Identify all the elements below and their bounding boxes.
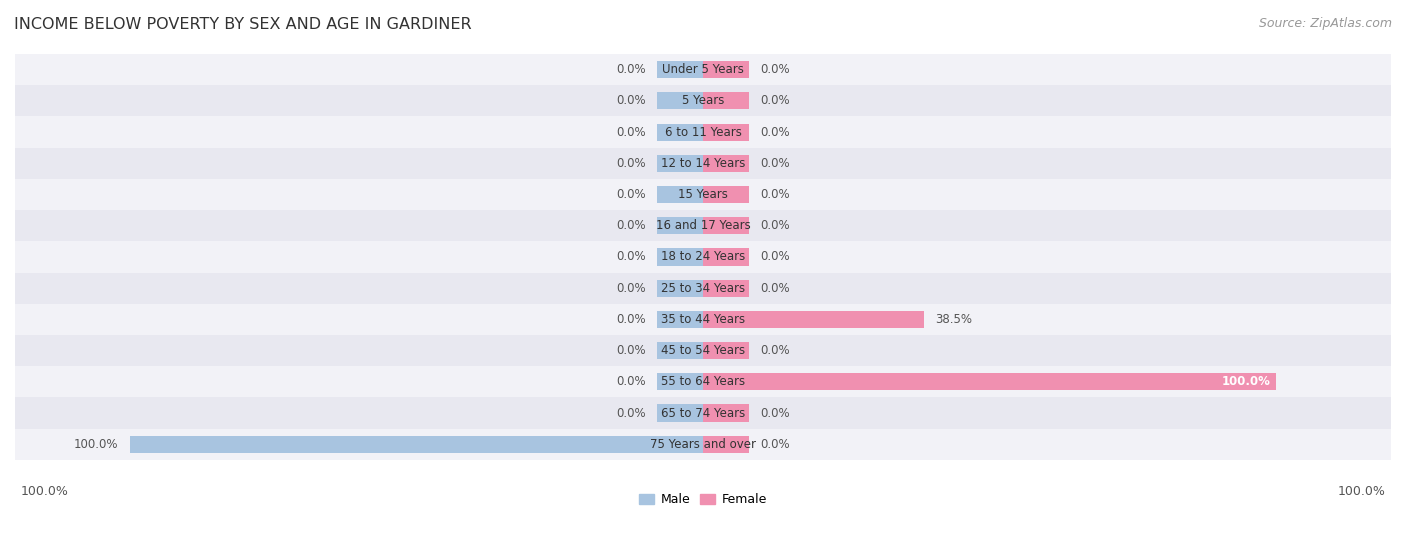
Text: 55 to 64 Years: 55 to 64 Years (661, 376, 745, 388)
Text: Source: ZipAtlas.com: Source: ZipAtlas.com (1258, 17, 1392, 30)
Text: 16 and 17 Years: 16 and 17 Years (655, 219, 751, 232)
Text: 0.0%: 0.0% (616, 376, 645, 388)
Bar (657, 342, 703, 359)
Text: 0.0%: 0.0% (616, 126, 645, 138)
Bar (15, 366, 1391, 397)
Text: 0.0%: 0.0% (761, 407, 790, 420)
Text: 100.0%: 100.0% (1222, 376, 1271, 388)
Text: 0.0%: 0.0% (761, 219, 790, 232)
Bar (657, 280, 703, 297)
Bar (703, 155, 749, 172)
Text: 0.0%: 0.0% (616, 251, 645, 263)
Bar (703, 61, 749, 78)
Text: 12 to 14 Years: 12 to 14 Years (661, 157, 745, 170)
Bar (657, 155, 703, 172)
Bar (15, 304, 1391, 335)
Bar (657, 405, 703, 422)
Text: 0.0%: 0.0% (761, 251, 790, 263)
Bar (703, 248, 749, 266)
Bar (657, 373, 703, 391)
Text: 0.0%: 0.0% (616, 407, 645, 420)
Bar (703, 280, 749, 297)
Text: 0.0%: 0.0% (761, 438, 790, 451)
Text: 0.0%: 0.0% (616, 282, 645, 295)
Bar (703, 436, 749, 453)
Text: 0.0%: 0.0% (616, 63, 645, 76)
Text: 0.0%: 0.0% (761, 282, 790, 295)
Text: 0.0%: 0.0% (761, 344, 790, 357)
Text: 75 Years and over: 75 Years and over (650, 438, 756, 451)
Text: 18 to 24 Years: 18 to 24 Years (661, 251, 745, 263)
Bar (657, 311, 703, 328)
Bar (703, 92, 749, 109)
Text: 0.0%: 0.0% (761, 63, 790, 76)
Text: 45 to 54 Years: 45 to 54 Years (661, 344, 745, 357)
Text: 5 Years: 5 Years (682, 94, 724, 107)
Bar (15, 429, 1391, 460)
Text: 0.0%: 0.0% (616, 219, 645, 232)
Bar (703, 217, 749, 234)
Bar (15, 117, 1391, 148)
Bar (657, 92, 703, 109)
Bar (15, 85, 1391, 117)
Bar (657, 217, 703, 234)
Text: 0.0%: 0.0% (616, 313, 645, 326)
Bar (657, 186, 703, 203)
Text: 0.0%: 0.0% (761, 157, 790, 170)
Text: 38.5%: 38.5% (935, 313, 972, 326)
Text: 0.0%: 0.0% (616, 344, 645, 357)
Bar (15, 273, 1391, 304)
Text: 0.0%: 0.0% (761, 94, 790, 107)
Bar (657, 248, 703, 266)
Bar (15, 179, 1391, 210)
Text: 100.0%: 100.0% (73, 438, 118, 451)
Text: 100.0%: 100.0% (1337, 485, 1385, 498)
Text: Under 5 Years: Under 5 Years (662, 63, 744, 76)
Bar (657, 123, 703, 141)
Bar (703, 186, 749, 203)
Text: 15 Years: 15 Years (678, 188, 728, 201)
Text: 0.0%: 0.0% (616, 188, 645, 201)
Bar (15, 148, 1391, 179)
Bar (703, 311, 924, 328)
Bar (703, 373, 1277, 391)
Bar (703, 405, 749, 422)
Legend: Male, Female: Male, Female (640, 493, 766, 507)
Bar (15, 54, 1391, 85)
Bar (657, 61, 703, 78)
Bar (15, 335, 1391, 366)
Bar (703, 342, 749, 359)
Bar (15, 210, 1391, 242)
Text: 25 to 34 Years: 25 to 34 Years (661, 282, 745, 295)
Text: 0.0%: 0.0% (761, 188, 790, 201)
Text: 35 to 44 Years: 35 to 44 Years (661, 313, 745, 326)
Bar (703, 123, 749, 141)
Bar (15, 242, 1391, 273)
Bar (15, 397, 1391, 429)
Text: 0.0%: 0.0% (616, 94, 645, 107)
Text: 65 to 74 Years: 65 to 74 Years (661, 407, 745, 420)
Text: 0.0%: 0.0% (616, 157, 645, 170)
Text: 0.0%: 0.0% (761, 126, 790, 138)
Text: INCOME BELOW POVERTY BY SEX AND AGE IN GARDINER: INCOME BELOW POVERTY BY SEX AND AGE IN G… (14, 17, 471, 32)
Text: 6 to 11 Years: 6 to 11 Years (665, 126, 741, 138)
Bar (129, 436, 703, 453)
Text: 100.0%: 100.0% (21, 485, 69, 498)
